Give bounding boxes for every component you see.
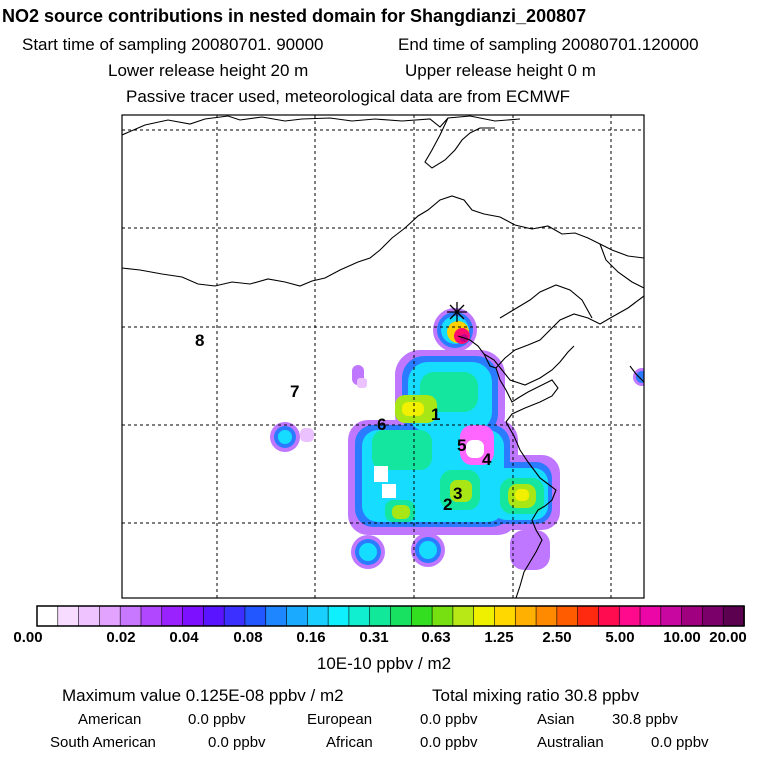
colorbar-swatch <box>535 605 558 627</box>
region-label-4: 4 <box>482 450 492 469</box>
colorbar-tick-label: 20.00 <box>709 629 747 646</box>
colorbar-swatch <box>265 605 288 627</box>
tracer-note: Passive tracer used, meteorological data… <box>126 87 571 106</box>
colorbar-swatch <box>702 605 724 627</box>
colorbar-tick-label: 0.02 <box>106 629 136 646</box>
upper-release-height: Upper release height 0 m <box>405 61 596 80</box>
colorbar-swatch <box>286 605 309 627</box>
region-labels: 1 2 3 4 5 6 7 8 <box>195 331 492 514</box>
colorbar-tick-label: 0.31 <box>359 629 389 646</box>
asian-value: 30.8 ppbv <box>612 711 678 728</box>
african-label: African <box>326 734 373 751</box>
colorbar-swatch <box>514 605 537 627</box>
colorbar-swatch <box>244 605 267 627</box>
colorbar-swatch <box>577 605 600 627</box>
colorbar-tick-label: 1.25 <box>484 629 514 646</box>
colorbar-swatch <box>431 605 454 627</box>
colorbar-swatch <box>348 605 371 627</box>
colorbar-tick-label: 2.50 <box>542 629 572 646</box>
colorbar-swatch <box>203 605 225 627</box>
colorbar-swatch <box>307 605 329 627</box>
colorbar-swatch <box>639 605 662 627</box>
lat-lon-grid <box>122 115 644 598</box>
max-value: Maximum value 0.125E-08 ppbv / m2 <box>62 686 344 705</box>
asian-label: Asian <box>537 711 575 728</box>
colorbar-swatch <box>598 605 621 627</box>
colorbar-tick-label: 0.63 <box>421 629 451 646</box>
region-label-2: 2 <box>443 495 452 514</box>
european-value: 0.0 ppbv <box>420 711 478 728</box>
colorbar-tick-label: 0.04 <box>169 629 199 646</box>
colorbar-swatch <box>410 605 433 627</box>
region-label-8: 8 <box>195 331 204 350</box>
australian-value: 0.0 ppbv <box>651 734 709 751</box>
region-label-3: 3 <box>453 484 462 503</box>
colorbar <box>36 605 745 627</box>
colorbar-swatch <box>327 605 350 627</box>
american-label: American <box>78 711 142 728</box>
colorbar-swatch <box>369 605 392 627</box>
region-label-6: 6 <box>377 415 386 434</box>
african-value: 0.0 ppbv <box>420 734 478 751</box>
lower-release-height: Lower release height 20 m <box>108 61 309 80</box>
map-frame <box>121 114 645 599</box>
south-american-value: 0.0 ppbv <box>208 734 266 751</box>
colorbar-swatch <box>161 605 184 627</box>
colorbar-swatch <box>57 605 80 627</box>
colorbar-swatch <box>618 605 641 627</box>
colorbar-swatch <box>182 605 205 627</box>
map-area: 1 2 3 4 5 6 7 8 <box>122 115 644 598</box>
colorbar-tick-label: 0.16 <box>296 629 326 646</box>
colorbar-tick-label: 0.00 <box>13 629 43 646</box>
colorbar-swatch <box>119 605 142 627</box>
region-label-7: 7 <box>290 382 299 401</box>
colorbar-swatch <box>140 605 163 627</box>
colorbar-swatch <box>78 605 101 627</box>
colorbar-swatch <box>390 605 413 627</box>
colorbar-swatch <box>473 605 496 627</box>
colorbar-swatch <box>681 605 704 627</box>
colorbar-swatch <box>452 605 475 627</box>
south-american-label: South American <box>50 734 156 751</box>
colorbar-swatch <box>660 605 683 627</box>
concentration-field <box>270 308 644 570</box>
colorbar-swatch <box>223 605 246 627</box>
end-time: End time of sampling 20080701.120000 <box>398 35 699 54</box>
colorbar-unit: 10E-10 ppbv / m2 <box>316 654 452 673</box>
region-label-1: 1 <box>431 405 440 424</box>
region-label-5: 5 <box>457 436 466 455</box>
colorbar-swatch <box>99 605 121 627</box>
asterisk-station-icon <box>447 302 467 322</box>
colorbar-tick-label: 0.08 <box>233 629 263 646</box>
map-title: NO2 source contributions in nested domai… <box>2 6 587 26</box>
colorbar-frame <box>36 605 745 627</box>
australian-label: Australian <box>537 734 604 751</box>
colorbar-tick-label: 5.00 <box>605 629 635 646</box>
colorbar-swatch <box>36 605 59 627</box>
colorbar-tick-label: 10.00 <box>663 629 701 646</box>
colorbar-swatch <box>722 605 745 627</box>
european-label: European <box>307 711 373 728</box>
total-mixing-ratio: Total mixing ratio 30.8 ppbv <box>432 686 639 705</box>
colorbar-swatch <box>494 605 517 627</box>
american-value: 0.0 ppbv <box>188 711 246 728</box>
colorbar-swatch <box>556 605 579 627</box>
start-time: Start time of sampling 20080701. 90000 <box>22 35 324 54</box>
